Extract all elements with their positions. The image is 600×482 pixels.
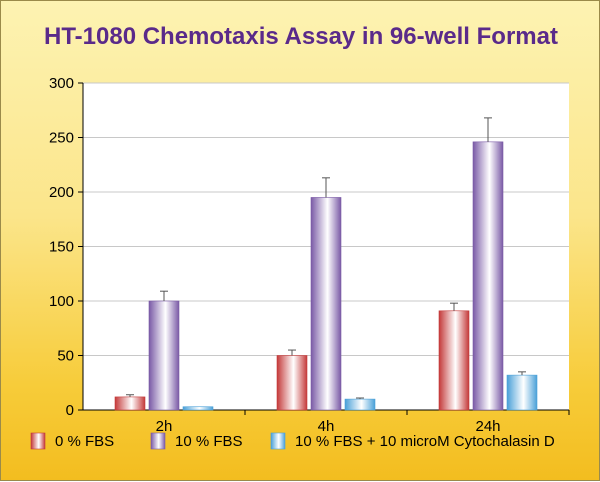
x-tick-label: 24h: [475, 418, 500, 435]
y-tick-label: 150: [49, 239, 74, 256]
chart-title: HT-1080 Chemotaxis Assay in 96-well Form…: [44, 23, 558, 50]
bar: [276, 355, 308, 411]
bar: [148, 300, 180, 411]
bar: [506, 374, 538, 411]
bar: [114, 396, 146, 411]
bar: [438, 310, 470, 411]
y-tick-label: 50: [57, 348, 74, 365]
legend-swatch: [30, 432, 46, 450]
legend-label: 10 % FBS: [175, 433, 243, 450]
y-tick-label: 200: [49, 184, 74, 201]
legend-label: 10 % FBS + 10 microM Cytochalasin D: [295, 433, 555, 450]
y-tick-label: 100: [49, 293, 74, 310]
bar: [472, 141, 504, 411]
legend-swatch: [270, 432, 286, 450]
legend-swatch: [150, 432, 166, 450]
bar: [344, 398, 376, 411]
y-tick-label: 250: [49, 130, 74, 147]
y-tick-label: 300: [49, 75, 74, 92]
y-tick-label: 0: [66, 402, 74, 419]
bar: [182, 406, 214, 411]
bar: [310, 197, 342, 411]
x-tick-label: 4h: [318, 418, 335, 435]
x-tick-label: 2h: [156, 418, 173, 435]
legend-label: 0 % FBS: [55, 433, 114, 450]
